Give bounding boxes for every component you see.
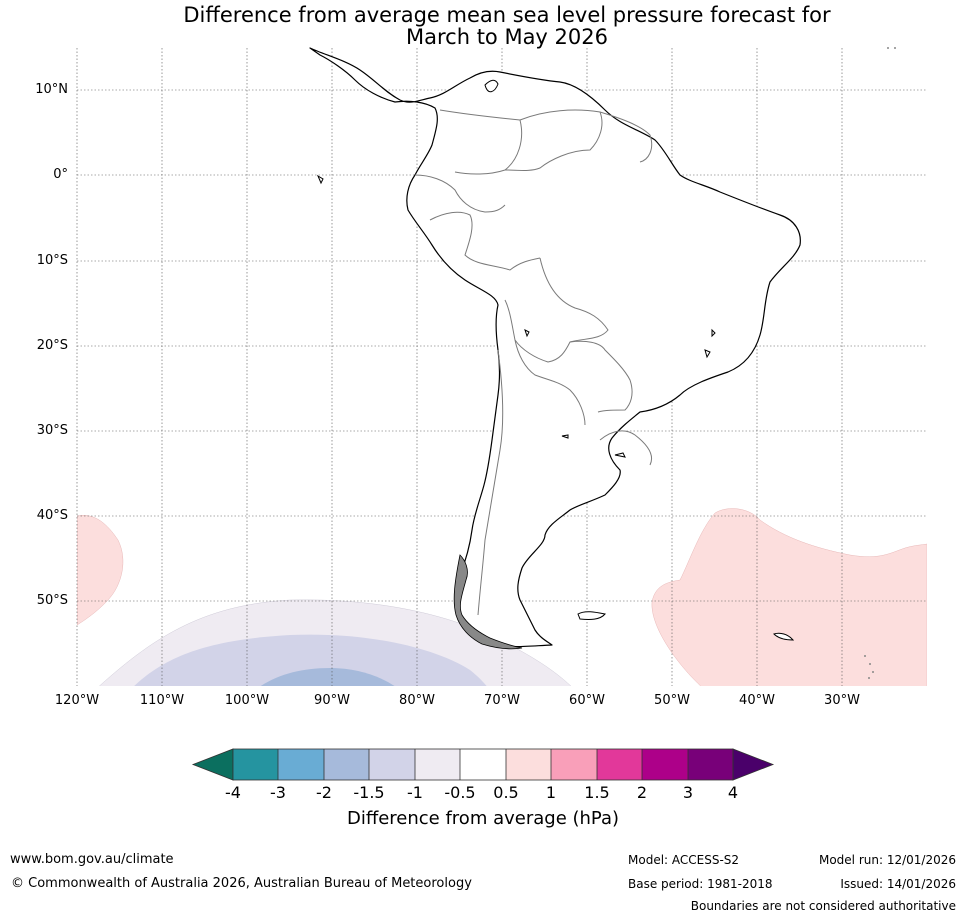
lon-label-60w: 60°W bbox=[569, 693, 605, 708]
colorbar-swatch bbox=[460, 749, 506, 780]
lat-label-10n: 10°N bbox=[35, 82, 68, 97]
patagonia-fjords bbox=[453, 554, 523, 650]
lon-label-90w: 90°W bbox=[314, 693, 350, 708]
colorbar-tick-label: -0.5 bbox=[444, 783, 476, 802]
anomaly-region-pos-east bbox=[651, 508, 927, 686]
country-borders bbox=[414, 109, 653, 616]
colorbar-extend-low bbox=[191, 748, 234, 781]
colorbar-tick-label: -1 bbox=[407, 783, 423, 802]
map-title: Difference from average mean sea level p… bbox=[77, 4, 937, 48]
colorbar bbox=[191, 748, 775, 781]
colorbar-swatch bbox=[278, 749, 324, 780]
colorbar-swatch bbox=[642, 749, 688, 780]
anomaly-region-neg-1 bbox=[134, 634, 487, 686]
lat-label-40s: 40°S bbox=[36, 508, 68, 523]
footer-url[interactable]: www.bom.gov.au/climate bbox=[10, 852, 174, 867]
footer-issued: Issued: 14/01/2026 bbox=[840, 877, 956, 891]
title-line-2: March to May 2026 bbox=[406, 25, 608, 49]
colorbar-tick-label: -1.5 bbox=[353, 783, 385, 802]
eastern-islets bbox=[864, 47, 896, 679]
colorbar-tick-label: 0.5 bbox=[493, 783, 519, 802]
colorbar-swatch bbox=[324, 749, 369, 780]
colorbar-tick-label: -2 bbox=[316, 783, 332, 802]
forecast-map bbox=[76, 47, 927, 686]
lat-label-50s: 50°S bbox=[36, 593, 68, 608]
lakes-islands bbox=[316, 79, 795, 641]
lon-label-40w: 40°W bbox=[739, 693, 775, 708]
colorbar-swatch bbox=[233, 749, 278, 780]
lon-label-70w: 70°W bbox=[484, 693, 520, 708]
anomaly-region-neg-1-5 bbox=[260, 668, 395, 686]
footer-base-period: Base period: 1981-2018 bbox=[628, 877, 773, 891]
colorbar-tick-label: 1 bbox=[545, 783, 557, 802]
lat-label-30s: 30°S bbox=[36, 423, 68, 438]
lon-label-100w: 100°W bbox=[224, 693, 270, 708]
footer-model-run: Model run: 12/01/2026 bbox=[818, 853, 956, 867]
colorbar-swatch bbox=[597, 749, 642, 780]
colorbar-title: Difference from average (hPa) bbox=[346, 808, 620, 829]
colorbar-swatch bbox=[415, 749, 460, 780]
title-line-1: Difference from average mean sea level p… bbox=[183, 3, 831, 27]
colorbar-tick-label: 4 bbox=[727, 783, 739, 802]
colorbar-tick-label: -3 bbox=[270, 783, 286, 802]
lon-label-30w: 30°W bbox=[824, 693, 860, 708]
lat-label-10s: 10°S bbox=[36, 253, 68, 268]
colorbar-extend-high bbox=[732, 748, 775, 781]
anomaly-region-pos-west bbox=[77, 515, 124, 626]
lon-label-120w: 120°W bbox=[54, 693, 100, 708]
colorbar-tick-label: 2 bbox=[636, 783, 648, 802]
colorbar-tick-label: 3 bbox=[682, 783, 694, 802]
footer-model: Model: ACCESS-S2 bbox=[628, 853, 740, 867]
south-america-coastline bbox=[309, 47, 801, 648]
colorbar-tick-label: 1.5 bbox=[584, 783, 610, 802]
lat-label-0: 0° bbox=[53, 167, 68, 182]
footer-copyright: © Commonwealth of Australia 2026, Austra… bbox=[11, 876, 472, 891]
footer-disclaimer: Boundaries are not considered authoritat… bbox=[690, 899, 956, 913]
colorbar-swatch bbox=[506, 749, 551, 780]
colorbar-swatch bbox=[551, 749, 597, 780]
lon-label-80w: 80°W bbox=[399, 693, 435, 708]
lon-label-50w: 50°W bbox=[654, 693, 690, 708]
colorbar-tick-label: -4 bbox=[225, 783, 241, 802]
colorbar-swatch bbox=[688, 749, 733, 780]
lat-label-20s: 20°S bbox=[36, 338, 68, 353]
colorbar-swatch bbox=[369, 749, 415, 780]
lon-label-110w: 110°W bbox=[139, 693, 185, 708]
